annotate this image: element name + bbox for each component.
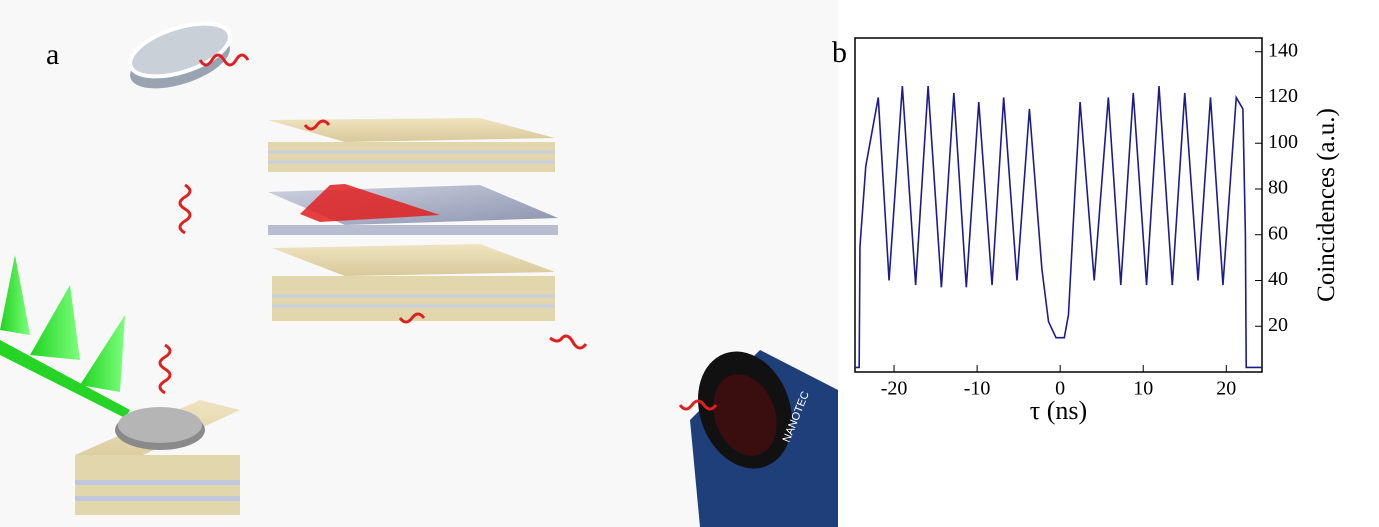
y-tick-label: 140 [1268, 39, 1298, 61]
panel-a-illustration [0, 21, 838, 527]
panel-label: b [832, 36, 847, 69]
x-axis-label: τ (ns) [1030, 396, 1087, 425]
x-tick-label: 10 [1133, 378, 1153, 400]
x-tick-label: -10 [964, 378, 991, 400]
plot-frame [854, 37, 1263, 373]
y-tick-label: 80 [1268, 177, 1288, 199]
y-tick-label: 120 [1268, 85, 1298, 107]
plot: -20 -10 0 10 20 20 40 60 80 100 120 140 τ (ns) Coinci… [854, 37, 1340, 425]
x-tick-label: 0 [1055, 378, 1065, 400]
x-tick-label: -20 [881, 378, 908, 400]
y-tick-label: 20 [1268, 314, 1288, 336]
y-tick-label: 100 [1268, 131, 1298, 153]
x-tick-label: 20 [1216, 378, 1236, 400]
y-tick-label: 40 [1268, 268, 1288, 290]
data-line [855, 85, 1262, 369]
panel-label: a [46, 38, 59, 71]
y-tick-label: 60 [1268, 222, 1288, 244]
y-axis-label: Coincidences (a.u.) [1313, 108, 1340, 302]
